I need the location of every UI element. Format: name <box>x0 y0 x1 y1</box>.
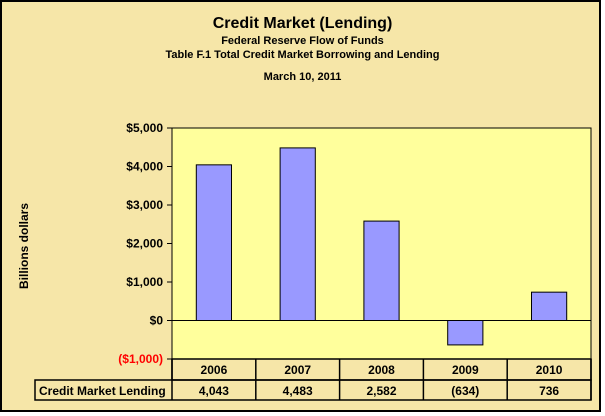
data-table-row-label: Credit Market Lending <box>39 384 166 398</box>
bar <box>363 220 400 321</box>
x-category-label: 2006 <box>201 363 228 377</box>
y-tick-label: ($1,000) <box>118 352 163 366</box>
bar <box>531 291 568 322</box>
chart-subtitle-2: Table F.1 Total Credit Market Borrowing … <box>165 49 440 61</box>
y-tick-label: $3,000 <box>126 198 163 212</box>
y-tick-label: $5,000 <box>126 121 163 135</box>
data-table-value: 4,043 <box>199 384 229 398</box>
y-tick-label: $0 <box>150 314 164 328</box>
chart-subtitle-1: Federal Reserve Flow of Funds <box>221 35 384 47</box>
data-table-value: (634) <box>451 384 479 398</box>
x-category-label: 2010 <box>536 363 563 377</box>
y-tick-label: $2,000 <box>126 237 163 251</box>
bar <box>279 147 316 321</box>
data-table-value: 4,483 <box>283 384 313 398</box>
x-category-label: 2009 <box>452 363 479 377</box>
data-table-value: 2,582 <box>366 384 396 398</box>
data-table-value: 736 <box>539 384 559 398</box>
chart-date: March 10, 2011 <box>263 71 342 83</box>
x-category-label: 2007 <box>284 363 311 377</box>
bar <box>447 320 484 346</box>
chart-title: Credit Market (Lending) <box>212 15 393 32</box>
y-tick-label: $4,000 <box>126 160 163 174</box>
bar <box>195 164 232 321</box>
x-category-label: 2008 <box>368 363 395 377</box>
chart-title-block: Credit Market (Lending) Federal Reserve … <box>2 14 603 84</box>
y-tick-label: $1,000 <box>126 275 163 289</box>
